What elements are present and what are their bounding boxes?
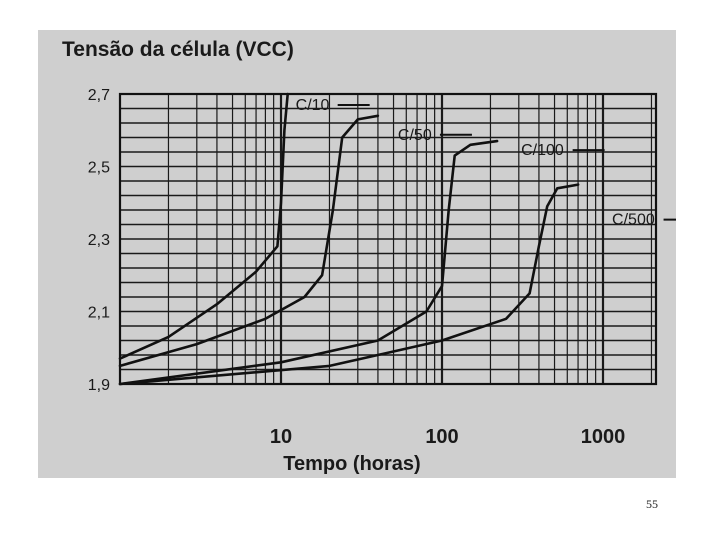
y-tick-label: 2,3: [88, 232, 110, 249]
curve-label: C/100: [521, 142, 564, 159]
grid: [120, 93, 656, 385]
plot-border: [118, 92, 658, 386]
curve-label: C/500: [612, 212, 655, 229]
series-line-c-100: [118, 139, 499, 386]
chart-title: Tensão da célula (VCC): [62, 38, 294, 61]
y-tick-label: 2,5: [88, 160, 110, 177]
scanned-figure: Tensão da célula (VCC) 1,9 2,1 2,3 2,5 2,7 1…: [38, 30, 676, 478]
series-line-c-500: [118, 183, 580, 386]
x-tick-label: 1000: [581, 426, 626, 448]
y-tick-label: 1,9: [88, 377, 110, 394]
x-tick-label: 100: [425, 426, 458, 448]
series-lines: [118, 92, 580, 386]
slide-number: 55: [646, 497, 658, 511]
x-axis-title: Tempo (horas): [283, 453, 420, 475]
curve-annotations: C/10 C/50 C/100 C/500: [296, 97, 676, 229]
plot-frame: [118, 92, 658, 386]
y-tick-label: 2,7: [88, 87, 110, 104]
x-tick-labels: 10 100 1000: [270, 426, 625, 448]
y-tick-label: 2,1: [88, 305, 110, 322]
series-line-c-10: [118, 92, 289, 360]
curve-label: C/50: [398, 127, 432, 144]
x-tick-label: 10: [270, 426, 292, 448]
curve-label: C/10: [296, 97, 330, 114]
series-line-c-50: [118, 114, 380, 368]
y-tick-labels: 1,9 2,1 2,3 2,5 2,7: [88, 87, 110, 394]
chart: Tensão da célula (VCC) 1,9 2,1 2,3 2,5 2,7 1…: [62, 38, 676, 475]
